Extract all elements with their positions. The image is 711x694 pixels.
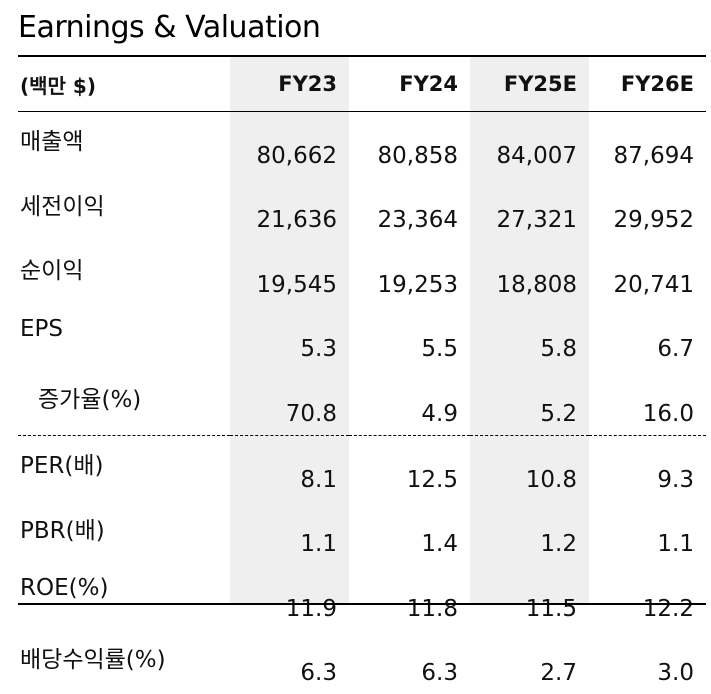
table-cell: 2.7 [540, 660, 577, 687]
fy23-column-shade [230, 57, 349, 603]
table-row-dividend-yield: 배당수익률(%) 6.3 6.3 2.7 3.0 [18, 630, 706, 694]
table-row-eps-growth: 증가율(%) 70.8 4.9 5.2 16.0 [18, 370, 706, 436]
table-header-row: (백만 $) FY23 FY24 FY25E FY26E [18, 57, 706, 112]
table-row-eps: EPS 5.3 5.5 5.8 6.7 [18, 306, 706, 371]
table-cell: 5.2 [470, 370, 589, 436]
column-header-fy26e: FY26E [589, 57, 706, 112]
table-cell: 18,808 [496, 271, 577, 298]
table-cell: 12.5 [406, 466, 458, 493]
row-label: 매출액 [20, 129, 84, 155]
table-cell: 21,636 [256, 207, 337, 234]
column-header-fy25e: FY25E [470, 57, 589, 112]
table-cell: 29,952 [613, 207, 694, 234]
table-cell: 4.9 [349, 370, 470, 436]
table-cell: 1.2 [540, 531, 577, 558]
page-title: Earnings & Valuation [18, 10, 321, 45]
table-cell: 11.5 [525, 595, 577, 622]
table-cell: 9.3 [657, 466, 694, 493]
table-cell: 11.8 [406, 595, 458, 622]
table-cell: 1.1 [300, 531, 337, 558]
table-cell: 27,321 [496, 207, 577, 234]
row-label: ROE(%) [20, 575, 109, 602]
table-cell: 19,545 [256, 271, 337, 298]
table-row-roe: ROE(%) 11.9 11.8 11.5 12.2 [18, 565, 706, 630]
fy25e-column-shade [470, 57, 589, 603]
table-cell: 23,364 [377, 207, 458, 234]
table-cell: 12.2 [642, 595, 694, 622]
table-cell: 1.1 [657, 531, 694, 558]
row-label: PER(배) [20, 452, 104, 479]
table-row-pretax-income: 세전이익 21,636 23,364 27,321 29,952 [18, 177, 706, 242]
table-cell: 5.3 [300, 336, 337, 363]
table-cell: 10.8 [525, 466, 577, 493]
unit-label: (백만 $) [18, 57, 230, 112]
table-cell: 11.9 [285, 595, 337, 622]
table-cell: 6.7 [657, 336, 694, 363]
table-bottom-rule [18, 603, 706, 605]
table-cell: 3.0 [657, 660, 694, 687]
row-label: 증가율(%) [18, 370, 230, 436]
row-label: 순이익 [20, 258, 84, 285]
row-label: PBR(배) [20, 517, 105, 544]
table-row-net-income: 순이익 19,545 19,253 18,808 20,741 [18, 241, 706, 306]
table-top-rule [18, 55, 706, 57]
table-cell: 80,858 [377, 142, 458, 169]
row-label: 배당수익률(%) [20, 646, 166, 673]
row-label: EPS [20, 315, 64, 342]
table-cell: 80,662 [256, 142, 337, 169]
table-cell: 70.8 [230, 370, 349, 436]
table-row-revenue: 매출액 80,662 80,858 84,007 87,694 [18, 112, 706, 177]
earnings-table-frame: (백만 $) FY23 FY24 FY25E FY26E 매출액 80,662 … [18, 55, 706, 686]
table-row-per: PER(배) 8.1 12.5 10.8 9.3 [18, 435, 706, 500]
table-cell: 20,741 [613, 271, 694, 298]
table-row-pbr: PBR(배) 1.1 1.4 1.2 1.1 [18, 501, 706, 566]
table-cell: 84,007 [496, 142, 577, 169]
table-cell: 5.8 [540, 336, 577, 363]
table-cell: 16.0 [589, 370, 706, 436]
table-cell: 6.3 [421, 660, 458, 687]
table-cell: 1.4 [421, 531, 458, 558]
table-cell: 6.3 [300, 660, 337, 687]
column-header-fy23: FY23 [230, 57, 349, 112]
column-header-fy24: FY24 [349, 57, 470, 112]
table-cell: 19,253 [377, 271, 458, 298]
table-cell: 5.5 [421, 336, 458, 363]
row-label: 세전이익 [20, 193, 105, 220]
earnings-table: (백만 $) FY23 FY24 FY25E FY26E 매출액 80,662 … [18, 57, 706, 694]
table-cell: 87,694 [613, 142, 694, 169]
table-cell: 8.1 [300, 466, 337, 493]
